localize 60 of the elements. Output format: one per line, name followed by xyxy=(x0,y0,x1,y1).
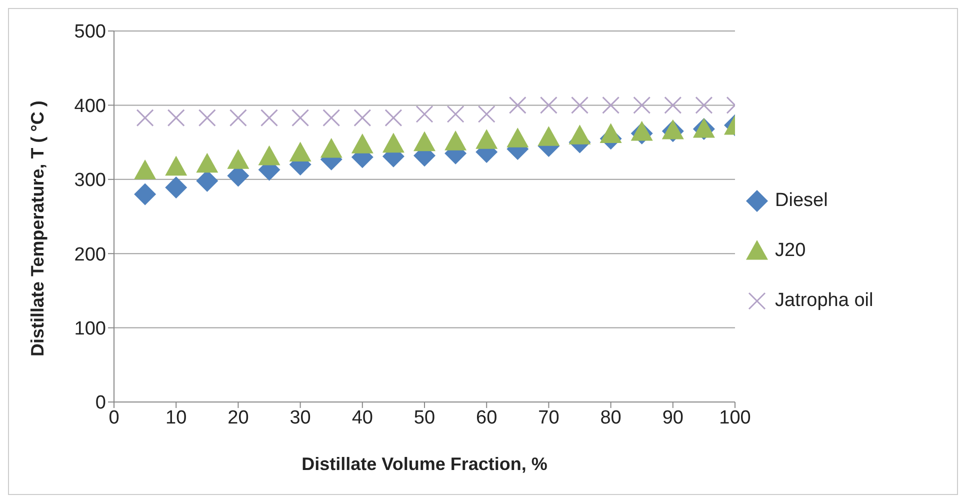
point xyxy=(508,96,526,114)
point xyxy=(602,96,620,114)
y-tick-label: 300 xyxy=(74,170,106,192)
point xyxy=(260,109,278,127)
x-tick-label: 80 xyxy=(600,407,622,428)
point xyxy=(664,96,682,114)
point xyxy=(416,105,434,123)
point xyxy=(134,183,156,206)
point xyxy=(136,109,154,127)
x-tick-label: 100 xyxy=(719,407,751,428)
x-tick-label: 0 xyxy=(108,407,120,428)
x-tick-label: 50 xyxy=(414,407,436,428)
point xyxy=(196,152,218,173)
point xyxy=(600,123,622,143)
point xyxy=(351,134,374,154)
y-tick-label: 500 xyxy=(74,22,106,43)
legend-label: J20 xyxy=(775,240,806,262)
legend-label: Jatropha oil xyxy=(775,290,874,312)
point xyxy=(165,156,188,176)
point xyxy=(289,142,312,162)
point xyxy=(384,109,402,127)
x-tick-label: 60 xyxy=(476,407,498,428)
x-tick-label: 90 xyxy=(662,407,684,428)
legend-label: Diesel xyxy=(775,190,828,212)
y-tick-label: 0 xyxy=(95,392,106,414)
y-tick-label: 400 xyxy=(74,96,106,117)
point xyxy=(538,126,560,146)
point xyxy=(292,109,310,127)
point xyxy=(198,109,216,127)
point xyxy=(258,145,280,166)
point xyxy=(382,132,404,153)
point xyxy=(540,96,558,114)
point xyxy=(630,120,653,141)
x-tick-label: 70 xyxy=(538,407,560,428)
point xyxy=(227,149,250,169)
point xyxy=(320,138,342,158)
point xyxy=(695,96,713,114)
point xyxy=(446,105,464,123)
y-tick-label: 100 xyxy=(74,318,106,340)
point xyxy=(322,109,340,127)
point xyxy=(165,176,188,199)
x-tick-label: 20 xyxy=(228,407,249,428)
point xyxy=(229,109,247,127)
point xyxy=(444,130,467,150)
point xyxy=(167,109,185,127)
point xyxy=(568,124,591,144)
x-tick-label: 40 xyxy=(352,407,373,428)
x-tick-label: 10 xyxy=(166,407,187,428)
point xyxy=(478,105,496,123)
y-tick-label: 200 xyxy=(74,244,106,266)
x-tick-label: 30 xyxy=(290,407,311,428)
y-axis-title: Distillate Temperature, T ( °C ) xyxy=(27,100,48,356)
point xyxy=(476,129,498,149)
point xyxy=(134,159,156,180)
x-axis-title: Distillate Volume Fraction, % xyxy=(302,454,548,474)
point xyxy=(506,128,529,148)
point xyxy=(633,96,651,114)
point xyxy=(354,109,372,127)
point xyxy=(571,96,588,114)
point xyxy=(414,131,436,152)
